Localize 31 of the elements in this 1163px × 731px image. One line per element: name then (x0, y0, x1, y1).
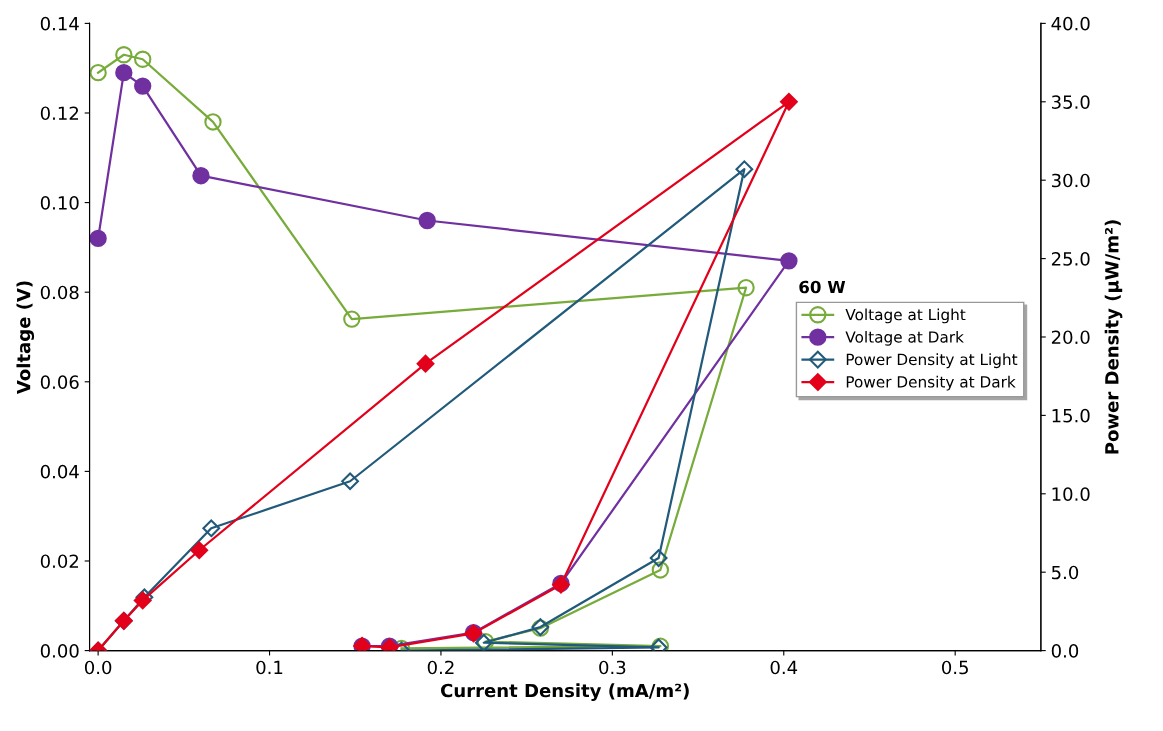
x-tick-label: 0.2 (427, 660, 454, 675)
legend-label: Power Density at Dark (846, 375, 1016, 391)
y2-tick-label: 40.0 (1051, 16, 1090, 31)
y-tick-label: 0.06 (40, 375, 79, 389)
legend-label: Voltage at Dark (845, 330, 964, 346)
y2-tick-label: 20.0 (1051, 330, 1090, 345)
y-tick-label: 0.04 (40, 464, 79, 479)
y2-tick-label: 5.0 (1052, 565, 1079, 580)
y2-tick-label: 25.0 (1051, 252, 1090, 266)
y-tick-label: 0.10 (40, 196, 79, 210)
x-axis-title: Current Density (mA/m²) (440, 683, 689, 701)
y-tick-label: 0.12 (40, 106, 79, 121)
y2-tick-label: 10.0 (1052, 487, 1090, 501)
legend-label: Power Density at Light (846, 353, 1018, 369)
y2-axis-title: Power Density (µW/m²) (1104, 220, 1123, 454)
legend-label: Voltage at Light (845, 308, 966, 324)
y2-tick-label: 35.0 (1051, 95, 1090, 109)
y-tick-label: 0.08 (40, 285, 79, 300)
y-tick-label: 0.02 (40, 554, 79, 569)
y-tick-label: 0.00 (40, 644, 79, 658)
y2-tick-label: 0.0 (1051, 644, 1079, 658)
y2-tick-label: 15.0 (1052, 408, 1090, 423)
x-tick-label: 0.4 (770, 660, 798, 675)
y-tick-label: 0.14 (40, 16, 79, 31)
y2-tick-label: 30.0 (1051, 173, 1090, 188)
x-tick-label: 0.3 (599, 660, 626, 675)
y-axis-title: Voltage (V) (16, 281, 35, 395)
x-tick-label: 0.0 (84, 660, 112, 675)
x-tick-label: 0.1 (256, 660, 283, 675)
annotation: 60 W (799, 280, 846, 294)
x-tick-label: 0.5 (942, 660, 968, 675)
